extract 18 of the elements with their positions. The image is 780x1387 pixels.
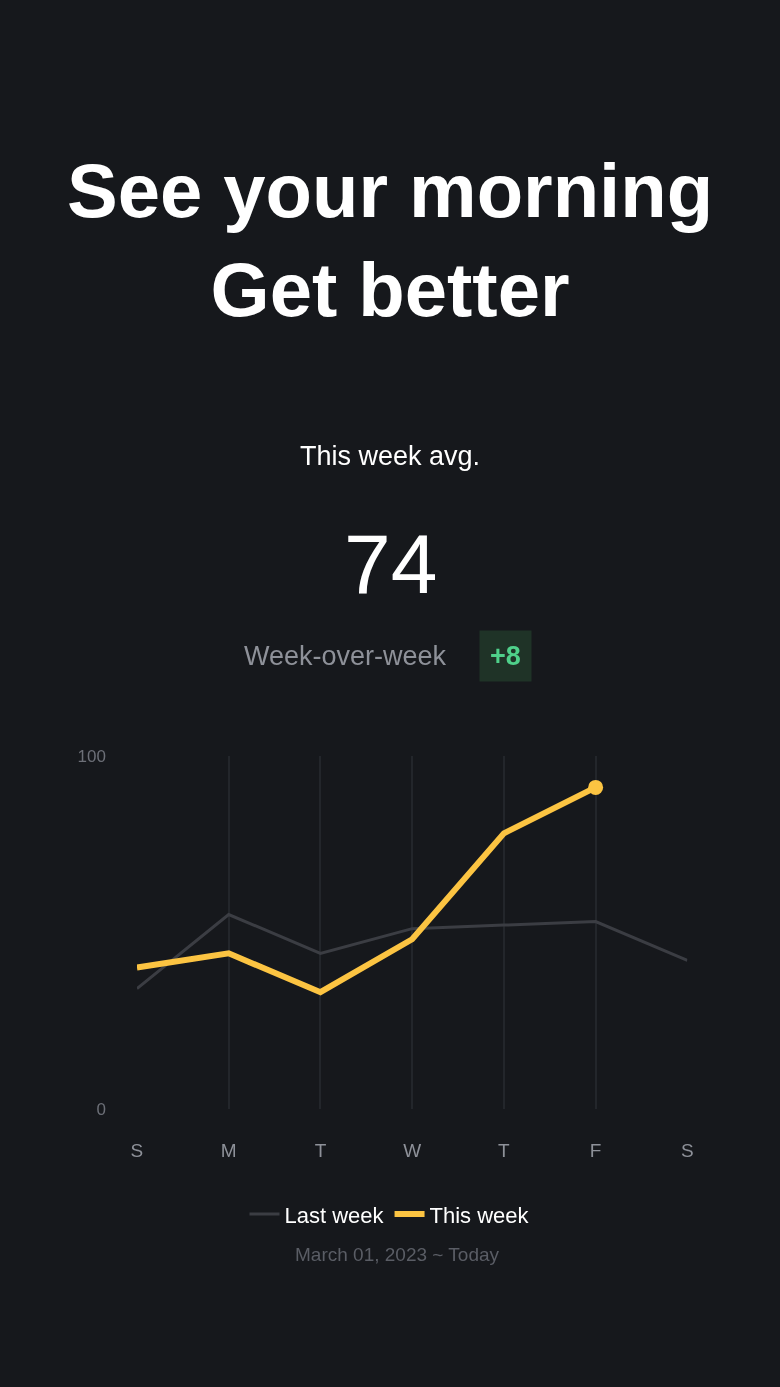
x-tick-label: T <box>498 1139 511 1161</box>
text: This week avg. <box>300 441 481 471</box>
text: 74 <box>344 517 438 611</box>
x-tick-label: S <box>130 1139 144 1161</box>
legend-label: Last week <box>284 1202 385 1228</box>
line-series <box>136 913 688 991</box>
legend-label: This week <box>429 1202 530 1228</box>
x-tick-label: F <box>589 1139 602 1161</box>
x-tick-label: T <box>314 1139 327 1161</box>
text: Week-over-week <box>244 641 447 671</box>
text: March 01, 2023 ~ Today <box>295 1244 500 1265</box>
x-tick-label: W <box>403 1139 422 1161</box>
text: +8 <box>490 641 521 671</box>
y-tick-label: 0 <box>96 1099 106 1119</box>
y-tick-label: 100 <box>77 746 106 766</box>
chart-title: See your morning Get better <box>66 148 714 332</box>
x-tick-label: S <box>681 1139 694 1161</box>
x-tick-label: M <box>220 1139 237 1161</box>
